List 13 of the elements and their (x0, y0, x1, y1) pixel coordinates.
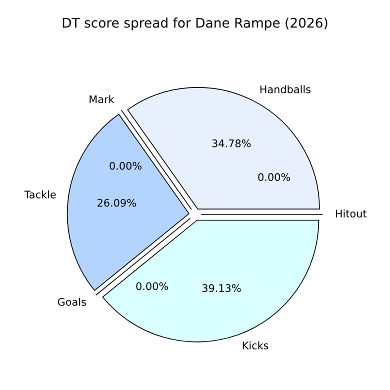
category-label: Mark (90, 95, 114, 104)
slice-label: Tackle (24, 190, 56, 198)
data-label: 26.09% (98, 198, 136, 207)
text: 0.00% (110, 162, 142, 170)
category-label: Goals (58, 298, 86, 306)
slice-label: Kicks (242, 341, 268, 350)
text: 0.00% (136, 282, 168, 290)
slice-label: Handballs (260, 85, 311, 94)
text: 0.00% (258, 173, 290, 182)
category-label: Hitout (336, 209, 367, 218)
chart-title: DT score spread for Dane Rampe (2026) (62, 18, 328, 30)
data-label: 34.78% (212, 139, 251, 148)
data-label: 39.13% (202, 284, 241, 292)
